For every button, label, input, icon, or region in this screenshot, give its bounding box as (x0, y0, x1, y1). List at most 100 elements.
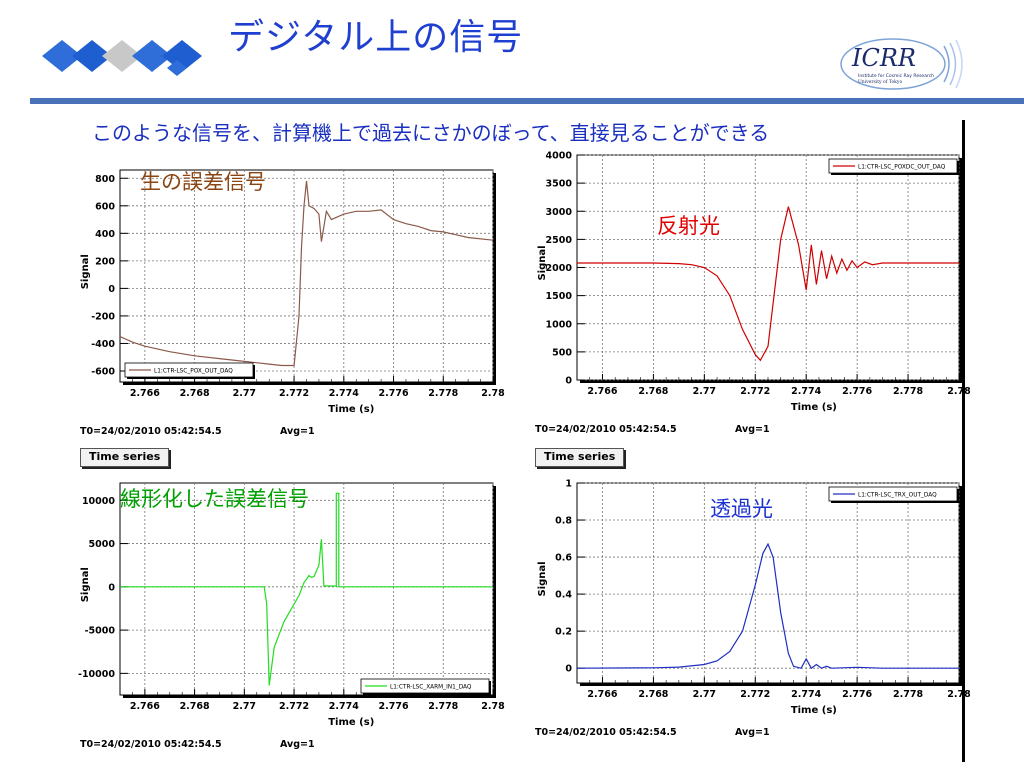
legend-box (828, 486, 958, 502)
chart-reflected-light: 2.766 2.768 2.77 2.772 2.774 2.776 2.778 2.78 40… (535, 151, 971, 436)
overlay-label-reflected: 反射光 (657, 214, 720, 238)
y-tick-label: 2500 (546, 235, 573, 246)
y-tick-label: 0.4 (555, 590, 572, 601)
time-series-button-bottom-left[interactable]: Time series (80, 448, 170, 467)
y-tick-label: 500 (552, 347, 572, 358)
y-tick-label: 3500 (546, 179, 573, 190)
x-tick-label: 2.774 (329, 388, 359, 399)
x-tick-label: 2.768 (180, 388, 210, 399)
y-tick-label: 4000 (546, 151, 573, 162)
y-tick-label: -200 (91, 311, 115, 322)
overlay-label-transmitted: 透過光 (710, 497, 773, 521)
x-axis-label: Time (s) (328, 717, 374, 728)
y-tick-label: -600 (91, 366, 115, 377)
y-tick-label: -10000 (78, 669, 115, 680)
series-line-l1-ctr-lsc-poxdc-out-daq (577, 206, 959, 362)
x-tick-label: 2.77 (233, 701, 256, 712)
y-axis-label: Signal (537, 561, 548, 596)
y-tick-label: 1 (565, 479, 572, 490)
chart-raw-error-signal: 2.766 2.768 2.77 2.772 2.774 2.776 2.778 2.78 80… (80, 169, 505, 437)
legend-label: L1:CTR-LSC_POXDC_OUT_DAQ (858, 165, 946, 171)
icrr-logo-line1: Institute for Cosmic Ray Research (858, 73, 934, 79)
chart-transmitted-light: 2.766 2.768 2.77 2.772 2.774 2.776 2.778 2.78 1 0… (535, 479, 971, 739)
x-tick-label: 2.768 (638, 689, 668, 700)
diamond-2 (72, 40, 112, 72)
series-line-l1-ctr-lsc-xarm-in1-daq (120, 492, 493, 686)
chart-panel-raw-error: 2.766 2.768 2.77 2.772 2.774 2.776 2.778 2.78 80… (80, 150, 530, 450)
legend-box (360, 678, 490, 694)
footer-t0: T0=24/02/2010 05:42:54.5 (80, 426, 222, 437)
y-tick-label: 1500 (546, 291, 573, 302)
diamond-6 (167, 60, 187, 76)
series-line-l1-ctr-lsc-pox-out-daq (119, 180, 494, 367)
y-axis-label: Signal (80, 254, 91, 289)
y-tick-label: 600 (95, 201, 115, 212)
chart-panel-transmitted: Time series 2.766 2.768 2.77 2.772 2.774 2.77… (535, 448, 985, 748)
x-tick-label: 2.778 (893, 689, 923, 700)
y-tick-label: 3000 (546, 207, 573, 218)
footer-t0: T0=24/02/2010 05:42:54.5 (535, 424, 677, 435)
x-tick-label: 2.78 (481, 388, 505, 399)
x-tick-label: 2.772 (279, 388, 309, 399)
footer-avg: Avg=1 (280, 426, 315, 437)
y-tick-label: -400 (91, 339, 115, 350)
x-axis-label: Time (s) (791, 705, 837, 716)
slide-subtitle: このような信号を、計算機上で過去にさかのぼって、直接見ることができる (92, 121, 770, 145)
chart-panel-reflected: 2.766 2.768 2.77 2.772 2.774 2.776 2.778 2.78 40… (535, 150, 985, 450)
y-tick-label: 0.8 (555, 516, 572, 527)
footer-avg: Avg=1 (735, 424, 770, 435)
diamond-3 (102, 40, 142, 72)
title-rule (30, 98, 1024, 104)
y-tick-label: 0 (565, 664, 572, 675)
y-axis-label: Signal (80, 567, 91, 602)
x-tick-label: 2.77 (233, 388, 256, 399)
header-diamonds-logo (42, 40, 202, 76)
y-tick-label: 5000 (89, 539, 116, 550)
legend-label: L1:CTR-LSC_TRX_OUT_DAQ (858, 493, 937, 499)
x-tick-label: 2.768 (638, 386, 668, 397)
footer-t0: T0=24/02/2010 05:42:54.5 (535, 727, 677, 738)
x-tick-label: 2.772 (279, 701, 309, 712)
chart-linearized-error: 2.766 2.768 2.77 2.772 2.774 2.776 2.778 2.78 10… (78, 482, 505, 750)
plot-frame (119, 482, 494, 696)
overlay-label-linearized: 線形化した誤差信号 (120, 487, 309, 511)
y-tick-label: 0.6 (555, 553, 572, 564)
x-tick-label: 2.776 (379, 388, 409, 399)
x-tick-label: 2.78 (481, 701, 505, 712)
series-line-l1-ctr-lsc-trx-out-daq (576, 542, 959, 670)
y-axis-label: Signal (537, 245, 548, 280)
y-tick-label: 0 (108, 582, 115, 593)
x-tick-label: 2.776 (379, 701, 409, 712)
x-tick-label: 2.772 (740, 689, 770, 700)
y-tick-label: 0 (108, 284, 115, 295)
y-tick-label: 200 (95, 256, 115, 267)
x-tick-label: 2.774 (329, 701, 359, 712)
right-divider-bar (962, 120, 965, 762)
plot-frame (576, 482, 960, 684)
y-tick-label: 1000 (546, 319, 573, 330)
plot-frame (119, 169, 494, 383)
x-tick-label: 2.766 (587, 386, 617, 397)
slide-title: デジタル上の信号 (228, 17, 524, 58)
y-tick-label: 400 (95, 229, 115, 240)
x-axis-label: Time (s) (328, 404, 374, 415)
y-tick-label: 2000 (546, 263, 573, 274)
x-tick-label: 2.776 (842, 386, 872, 397)
x-tick-label: 2.77 (693, 386, 716, 397)
chart-panel-linearized: Time series 2.766 2.768 2.77 2.772 2.774 2.77… (78, 448, 530, 750)
x-tick-label: 2.768 (180, 701, 210, 712)
y-tick-label: 800 (95, 174, 115, 185)
legend-label: L1:CTR-LSC_XARM_IN1_DAQ (390, 685, 472, 691)
x-tick-label: 2.772 (740, 386, 770, 397)
icrr-logo-text: ICRR (851, 44, 916, 72)
icrr-logo: ICRR Institute for Cosmic Ray Research U… (840, 38, 963, 90)
footer-avg: Avg=1 (280, 739, 315, 750)
y-tick-label: -5000 (85, 626, 116, 637)
footer-t0: T0=24/02/2010 05:42:54.5 (80, 739, 222, 750)
x-tick-label: 2.778 (428, 388, 458, 399)
x-axis-label: Time (s) (791, 402, 837, 413)
time-series-button-bottom-right[interactable]: Time series (535, 448, 625, 467)
footer-avg: Avg=1 (735, 727, 770, 738)
x-tick-label: 2.766 (587, 689, 617, 700)
x-tick-label: 2.766 (130, 701, 160, 712)
